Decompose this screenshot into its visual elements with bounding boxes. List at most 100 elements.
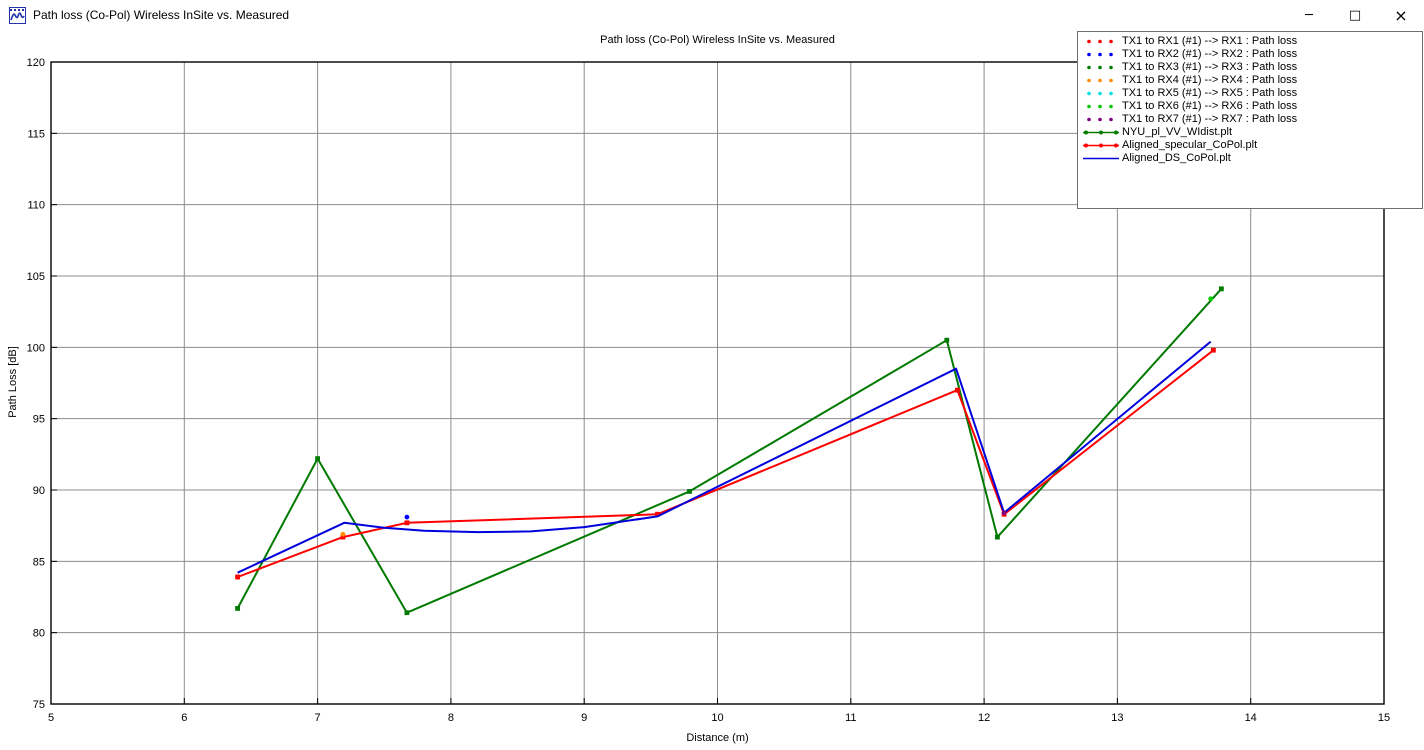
series-line	[236, 288, 1223, 614]
scatter-point	[404, 514, 410, 520]
series-marker	[1210, 347, 1216, 353]
y-tick-label: 115	[27, 128, 45, 140]
legend-dot	[1098, 65, 1102, 70]
series-marker	[655, 511, 660, 517]
legend-dot	[1098, 39, 1102, 44]
legend-dot	[1087, 78, 1091, 83]
legend-label: TX1 to RX2 (#1) --> RX2 : Path loss	[1122, 48, 1298, 60]
y-tick-label: 95	[33, 414, 45, 426]
legend-line-dot	[1099, 130, 1103, 135]
x-tick-label: 7	[315, 712, 321, 724]
x-tick-label: 9	[581, 712, 587, 724]
scatter-point	[1001, 510, 1007, 516]
series-marker	[340, 534, 346, 540]
minimize-button[interactable]: ─	[1286, 0, 1332, 30]
legend-label: TX1 to RX7 (#1) --> RX7 : Path loss	[1122, 113, 1298, 125]
legend-dot	[1098, 91, 1102, 96]
legend: TX1 to RX1 (#1) --> RX1 : Path loss TX1 t…	[1077, 31, 1423, 209]
scatter-point	[1208, 296, 1214, 302]
x-tick-label: 14	[1245, 712, 1257, 724]
legend-dot	[1087, 117, 1091, 122]
series-marker	[687, 489, 692, 494]
legend-item: TX1 to RX6 (#1) --> RX6 : Path loss	[1083, 100, 1422, 113]
legend-item: TX1 to RX7 (#1) --> RX7 : Path loss	[1083, 113, 1422, 126]
y-tick-label: 120	[27, 57, 45, 69]
series-marker	[1218, 286, 1224, 292]
legend-label: TX1 to RX4 (#1) --> RX4 : Path loss	[1122, 74, 1298, 86]
legend-marker-dots	[1087, 39, 1113, 44]
series-marker	[235, 606, 241, 611]
legend-line-dot	[1099, 143, 1103, 148]
series-marker	[315, 456, 320, 462]
legend-marker-dots	[1087, 78, 1113, 83]
x-tick-label: 8	[448, 712, 454, 724]
series-marker	[944, 337, 950, 343]
series-marker	[404, 520, 410, 526]
legend-marker-dots	[1087, 91, 1113, 96]
legend-label: Aligned_DS_CoPol.plt	[1122, 152, 1231, 164]
legend-dot	[1109, 78, 1113, 83]
legend-marker-line-dots	[1083, 130, 1119, 135]
legend-item: Aligned_DS_CoPol.plt	[1083, 152, 1422, 165]
legend-item: Aligned_specular_CoPol.plt	[1083, 139, 1422, 152]
legend-marker-dots	[1087, 65, 1113, 70]
series-marker	[404, 610, 410, 616]
legend-dot	[1098, 52, 1102, 57]
y-tick-label: 75	[33, 699, 45, 711]
legend-marker-line	[1083, 157, 1119, 160]
legend-dot	[1087, 39, 1091, 44]
legend-marker-dots	[1087, 52, 1113, 57]
scatter-point	[235, 574, 241, 580]
y-axis-label: Path Loss [dB]	[7, 346, 19, 418]
legend-dot	[1098, 117, 1102, 122]
legend-dot	[1087, 52, 1091, 57]
series-line	[237, 340, 1212, 574]
legend-item: TX1 to RX4 (#1) --> RX4 : Path loss	[1083, 74, 1422, 87]
legend-line-dot	[1084, 130, 1088, 135]
legend-dot	[1109, 52, 1113, 57]
close-button[interactable]: ×	[1378, 0, 1424, 30]
y-tick-label: 100	[27, 342, 45, 354]
legend-dot	[1109, 39, 1113, 44]
app-icon	[9, 6, 26, 24]
y-tick-label: 80	[33, 628, 45, 640]
x-tick-label: 5	[48, 712, 54, 724]
legend-dot	[1109, 117, 1113, 122]
legend-marker-dots	[1087, 104, 1113, 109]
x-tick-label: 15	[1378, 712, 1390, 724]
legend-label: TX1 to RX6 (#1) --> RX6 : Path loss	[1122, 100, 1298, 112]
legend-line-dot	[1114, 143, 1118, 148]
scatter-point	[340, 531, 346, 537]
legend-label: TX1 to RX3 (#1) --> RX3 : Path loss	[1122, 61, 1298, 73]
legend-dot	[1109, 65, 1113, 70]
window-title: Path loss (Co-Pol) Wireless InSite vs. M…	[33, 8, 290, 22]
series-marker	[955, 387, 960, 393]
x-tick-label: 13	[1111, 712, 1123, 724]
window-controls: ─ □ ×	[1286, 0, 1424, 30]
legend-item: TX1 to RX5 (#1) --> RX5 : Path loss	[1083, 87, 1422, 100]
y-tick-label: 85	[33, 556, 45, 568]
legend-dot	[1109, 91, 1113, 96]
legend-dot	[1098, 104, 1102, 109]
legend-item: TX1 to RX2 (#1) --> RX2 : Path loss	[1083, 48, 1422, 61]
y-tick-label: 105	[27, 271, 45, 283]
legend-dot	[1109, 104, 1113, 109]
x-tick-label: 10	[711, 712, 723, 724]
legend-marker-line-dots	[1083, 143, 1119, 148]
maximize-button[interactable]: □	[1332, 0, 1378, 30]
legend-item: NYU_pl_VV_WIdist.plt	[1083, 126, 1422, 139]
legend-label: TX1 to RX5 (#1) --> RX5 : Path loss	[1122, 87, 1298, 99]
legend-item: TX1 to RX3 (#1) --> RX3 : Path loss	[1083, 61, 1422, 74]
x-tick-label: 12	[978, 712, 990, 724]
legend-dot	[1087, 65, 1091, 70]
x-tick-label: 11	[845, 712, 856, 724]
legend-line-dot	[1084, 143, 1088, 148]
x-tick-label: 6	[181, 712, 187, 724]
legend-dot	[1098, 78, 1102, 83]
series-line	[237, 349, 1215, 578]
legend-dot	[1087, 91, 1091, 96]
series-marker	[995, 534, 1000, 540]
title-bar: Path loss (Co-Pol) Wireless InSite vs. M…	[0, 0, 1424, 30]
